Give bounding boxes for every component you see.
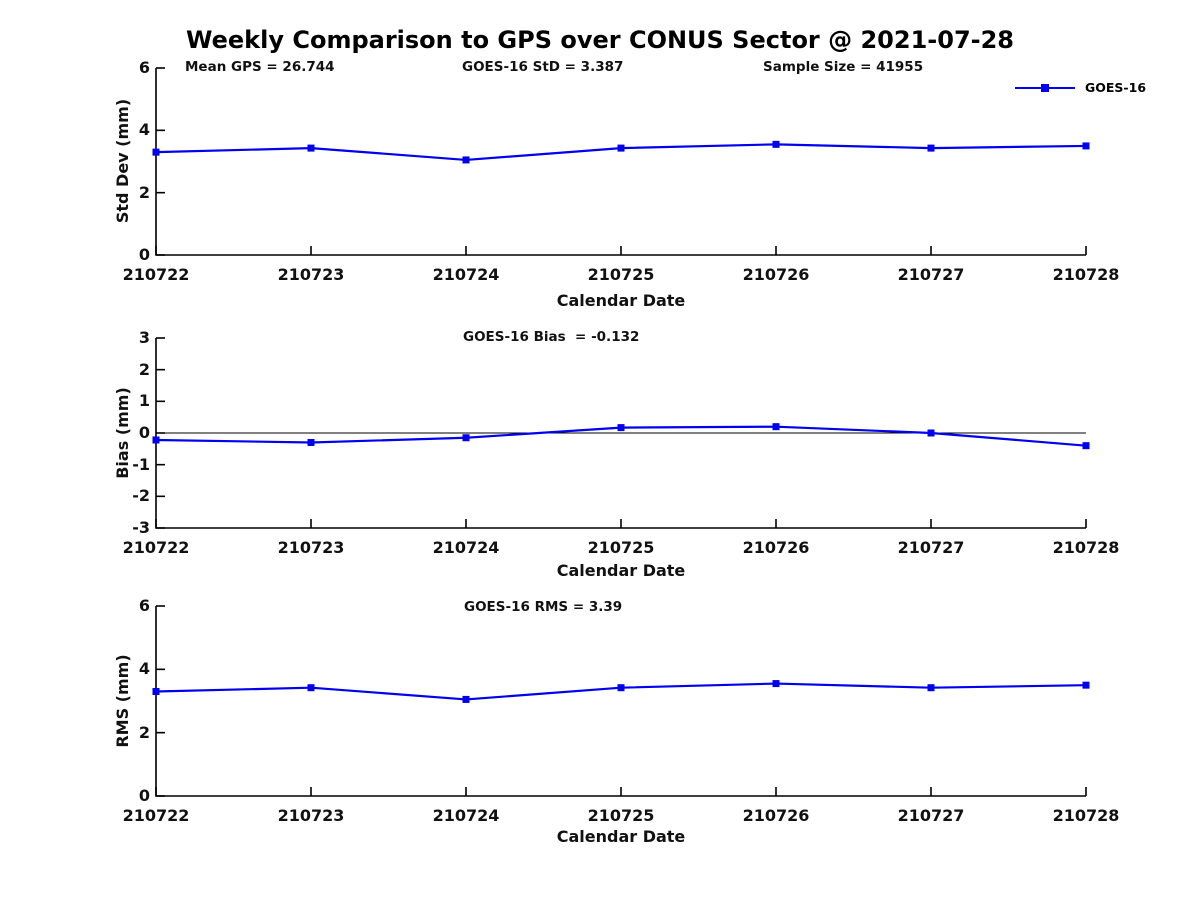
data-point-marker (772, 140, 780, 148)
x-tick-label: 210728 (1052, 265, 1120, 284)
data-point-marker (307, 684, 315, 692)
x-tick-label: 210726 (742, 265, 810, 284)
y-tick-label: 2 (138, 359, 150, 379)
x-tick-label: 210726 (742, 538, 810, 557)
data-point-marker (617, 424, 625, 432)
y-tick-label: 6 (138, 596, 150, 615)
x-tick-label: 210722 (122, 806, 190, 825)
x-tick-label: 210722 (122, 538, 190, 557)
data-point-marker (772, 423, 780, 431)
x-axis-label-stddev: Calendar Date (556, 291, 686, 310)
x-tick-label: 210727 (897, 538, 965, 557)
data-point-marker (927, 684, 935, 692)
x-axis-label-rms: Calendar Date (556, 827, 686, 846)
x-tick-label: 210723 (277, 265, 345, 284)
y-tick-label: 4 (138, 120, 150, 140)
data-point-marker (462, 434, 470, 442)
x-tick-label: 210728 (1052, 806, 1120, 825)
x-tick-label: 210725 (587, 265, 655, 284)
x-tick-label: 210723 (277, 806, 345, 825)
data-point-marker (307, 144, 315, 152)
y-tick-label: -2 (132, 486, 150, 506)
y-tick-label: -3 (132, 518, 150, 537)
x-tick-label: 210726 (742, 806, 810, 825)
y-tick-label: 3 (138, 328, 150, 347)
subplot-bias-title: GOES-16 Bias = -0.132 (463, 329, 640, 345)
y-tick-label: -1 (132, 454, 150, 474)
data-point-marker (462, 156, 470, 164)
y-tick-label: 4 (138, 659, 150, 679)
data-point-marker (1082, 142, 1090, 150)
y-tick-label: 6 (138, 58, 150, 77)
x-tick-label: 210727 (897, 265, 965, 284)
x-axis-label-bias: Calendar Date (556, 561, 686, 580)
data-point-marker (152, 436, 160, 444)
chart-title: Weekly Comparison to GPS over CONUS Sect… (185, 26, 1014, 54)
data-point-marker (307, 439, 315, 446)
subplot-rms-title: GOES-16 RMS = 3.39 (464, 599, 623, 615)
x-tick-label: 210724 (432, 806, 500, 825)
y-tick-label: 0 (138, 423, 150, 442)
y-axis-label-rms: RMS (mm) (113, 654, 132, 748)
y-tick-label: 2 (138, 722, 150, 742)
data-point-marker (1082, 442, 1090, 450)
y-tick-label: 0 (138, 786, 150, 805)
y-tick-label: 0 (138, 245, 150, 264)
x-tick-label: 210725 (587, 538, 655, 557)
x-tick-label: 210728 (1052, 538, 1120, 557)
y-tick-label: 1 (138, 391, 150, 411)
data-point-marker (462, 695, 470, 703)
legend-label: GOES-16 (1085, 80, 1147, 95)
y-axis-label-stddev: Std Dev (mm) (113, 98, 132, 224)
x-tick-label: 210724 (432, 538, 500, 557)
annotation-mean-gps: Mean GPS = 26.744 (185, 59, 335, 75)
annotation-goes16-std: GOES-16 StD = 3.387 (462, 59, 624, 75)
legend-square-marker (1041, 84, 1049, 92)
axis-spine (155, 606, 1086, 797)
data-point-marker (1082, 681, 1090, 689)
y-tick-label: 2 (138, 182, 150, 202)
legend: GOES-16 (1015, 80, 1146, 96)
x-tick-label: 210723 (277, 538, 345, 557)
axis-spine (155, 68, 1086, 256)
legend-line-sample (1015, 84, 1075, 92)
annotation-sample-size: Sample Size = 41955 (763, 59, 924, 75)
data-point-marker (927, 144, 935, 152)
x-tick-label: 210725 (587, 806, 655, 825)
x-tick-label: 210722 (122, 265, 190, 284)
x-tick-label: 210727 (897, 806, 965, 825)
data-point-marker (152, 148, 160, 156)
data-point-marker (617, 684, 625, 692)
data-point-marker (152, 688, 160, 695)
data-point-marker (617, 144, 625, 152)
data-point-marker (927, 429, 935, 437)
data-point-marker (772, 680, 780, 688)
x-tick-label: 210724 (432, 265, 500, 284)
